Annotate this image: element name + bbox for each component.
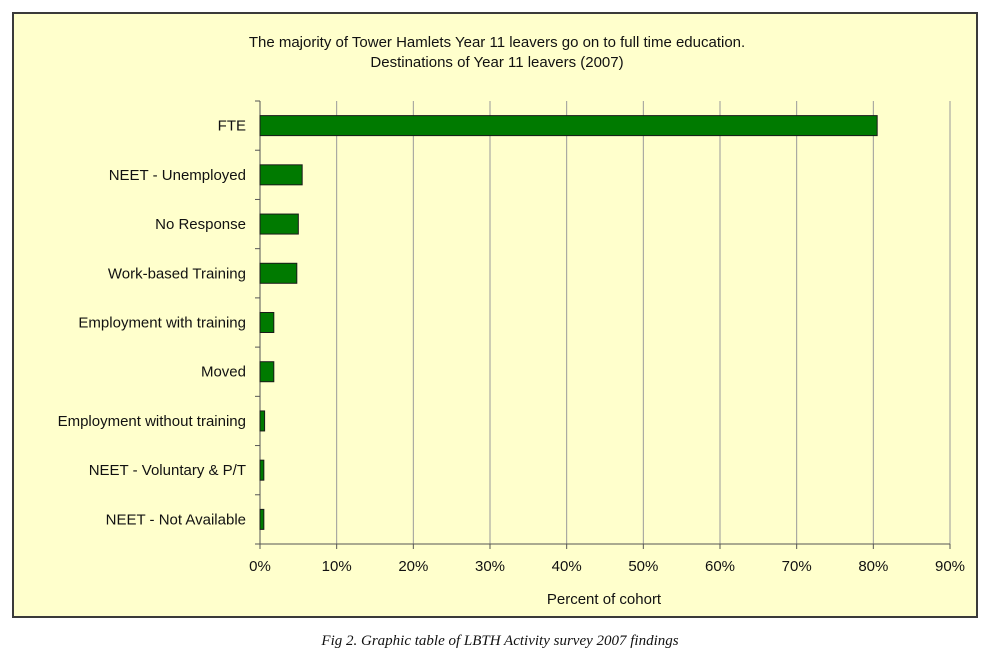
x-tick-label: 20% — [398, 558, 428, 575]
bar — [259, 115, 878, 137]
bar — [259, 164, 303, 186]
x-tick-label: 40% — [552, 558, 582, 575]
x-tick-label: 30% — [475, 558, 505, 575]
chart-title: The majority of Tower Hamlets Year 11 le… — [248, 34, 746, 51]
category-labels: FTE NEET - Unemployed No Response Work-base… — [58, 118, 246, 529]
chart-subtitle: Destinations of Year 11 leavers (2007) — [370, 54, 624, 71]
x-tick-label: 90% — [935, 558, 965, 575]
plot-area — [260, 101, 950, 544]
chart-frame: The majority of Tower Hamlets Year 11 le… — [12, 12, 978, 618]
x-axis-title: Percent of cohort — [547, 591, 662, 608]
x-tick-label: 50% — [628, 558, 658, 575]
category-label: NEET - Unemployed — [109, 167, 246, 184]
x-tick-label: 60% — [705, 558, 735, 575]
bar — [259, 312, 275, 333]
x-tick-label: 0% — [249, 558, 271, 575]
bar — [259, 459, 265, 481]
category-label: NEET - Not Available — [106, 511, 246, 528]
category-label: NEET - Voluntary & P/T — [89, 462, 246, 479]
x-tick-label: 70% — [782, 558, 812, 575]
category-label: No Response — [155, 216, 246, 233]
grid-lines — [260, 101, 951, 544]
bar — [259, 262, 298, 284]
category-label: FTE — [218, 118, 246, 135]
figure-caption: Fig 2. Graphic table of LBTH Activity su… — [321, 633, 679, 649]
bar — [259, 213, 299, 235]
x-tick-labels: 0% 10% 20% 30% 40% 50% 60% 70% 80% 90% — [249, 558, 965, 575]
x-tick-label: 80% — [858, 558, 888, 575]
category-label: Employment with training — [78, 315, 246, 332]
bar — [259, 410, 266, 432]
category-label: Work-based Training — [108, 265, 246, 282]
x-tick-label: 10% — [322, 558, 352, 575]
bars — [259, 115, 878, 530]
bar — [259, 508, 265, 530]
bar-chart: FTE NEET - Unemployed No Response Work-base… — [58, 100, 965, 608]
category-label: Employment without training — [58, 413, 246, 430]
bar — [259, 361, 275, 383]
category-label: Moved — [201, 364, 246, 381]
